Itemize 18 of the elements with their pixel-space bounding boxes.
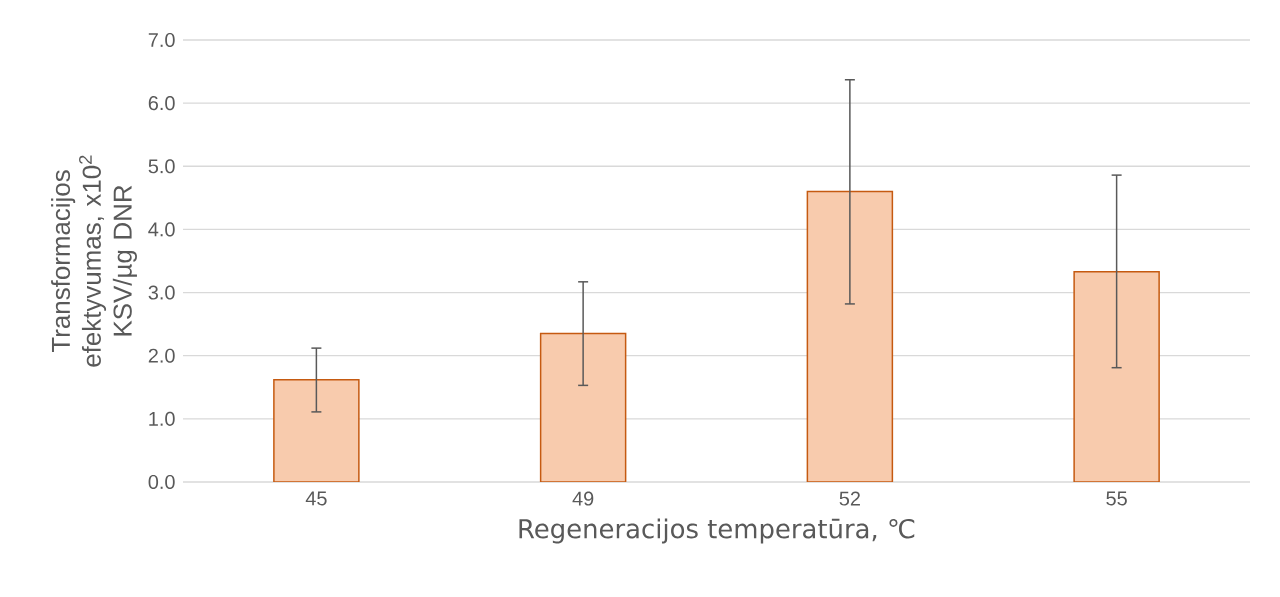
x-tick-label: 55 bbox=[1106, 491, 1127, 506]
y-tick-label: 7.0 bbox=[148, 32, 175, 48]
x-tick-label: 45 bbox=[305, 491, 327, 506]
bar bbox=[539, 332, 627, 482]
x-axis-title: Regeneracijos temperatūra, ℃ bbox=[519, 518, 915, 544]
x-tick-label: 52 bbox=[839, 491, 860, 506]
bar bbox=[806, 190, 894, 482]
y-tick-label: 3.0 bbox=[148, 285, 175, 300]
text: Transformacijos efektyvumas, x10$^{2}$ KSV/µg DNR bbox=[51, 155, 137, 367]
y-tick-label: 0.0 bbox=[148, 474, 175, 490]
y-tick-label: 4.0 bbox=[148, 222, 175, 237]
bar bbox=[273, 378, 360, 482]
y-tick-label: 2.0 bbox=[148, 348, 175, 363]
y-tick-label: 5.0 bbox=[148, 159, 175, 174]
bar bbox=[1073, 270, 1160, 482]
y-tick-label: 1.0 bbox=[149, 411, 175, 426]
y-tick-label: 6.0 bbox=[148, 96, 175, 111]
x-tick-label: 49 bbox=[572, 491, 594, 506]
